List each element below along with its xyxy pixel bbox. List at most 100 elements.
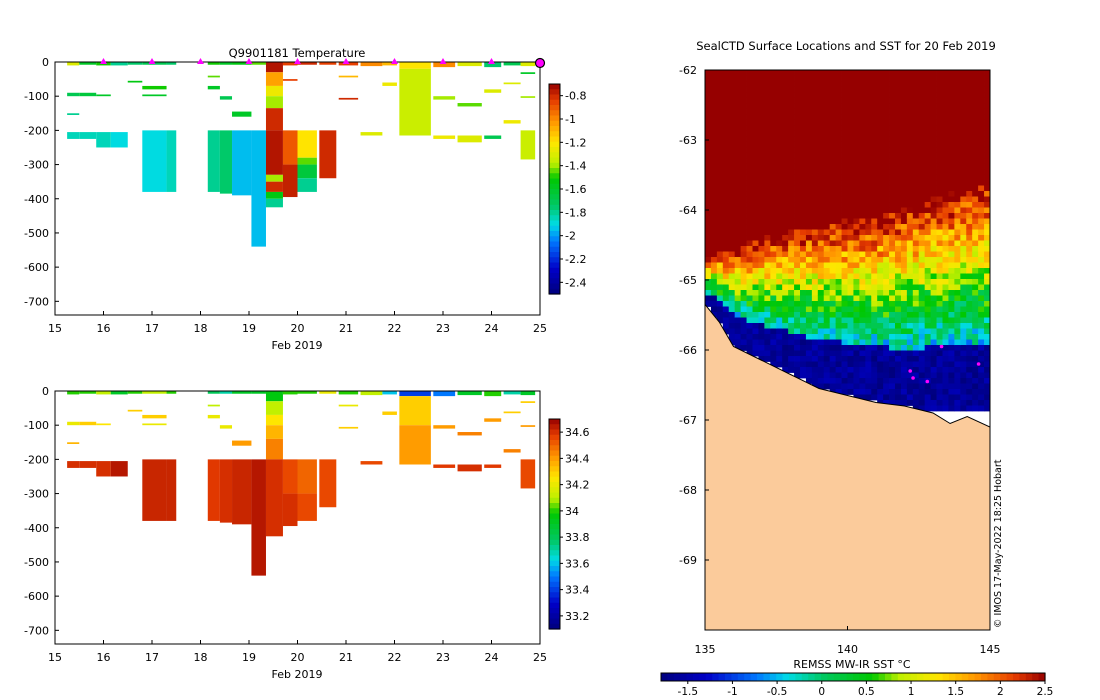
sst-cell [859, 367, 866, 373]
sst-cell [924, 218, 932, 225]
x-tick-label: 15 [48, 651, 62, 664]
sst-cell [900, 125, 908, 131]
sst-cell [912, 136, 920, 142]
sst-cell [841, 191, 848, 197]
sst-cell [835, 196, 842, 203]
sst-cell [924, 367, 932, 373]
sst-cell [847, 312, 854, 318]
sst-cell [722, 235, 730, 241]
sst-cell [758, 185, 765, 192]
sst-cell [865, 92, 872, 98]
sst-cell [829, 108, 837, 115]
sst-cell [823, 136, 831, 142]
colorbar-swatch [549, 183, 560, 190]
sst-cell [716, 213, 724, 219]
sst-cell [764, 273, 771, 280]
sst-cell [859, 81, 866, 87]
sst-cell [883, 257, 890, 263]
sst-cell [900, 400, 908, 406]
sst-cell [758, 350, 765, 357]
sst-cell [794, 185, 801, 192]
sst-cell [954, 284, 961, 291]
profile-cell [360, 461, 383, 465]
sst-cell [770, 125, 777, 131]
profile-cell [297, 130, 317, 158]
sst-cell [770, 196, 777, 203]
sst-cell [895, 290, 902, 296]
sst-cell [883, 141, 890, 148]
profile-cell [282, 459, 298, 494]
sst-cell [758, 103, 765, 109]
sst-cell [936, 125, 943, 131]
sst-cell [782, 235, 789, 241]
sst-cell [906, 235, 914, 241]
sst-cell [906, 394, 914, 401]
sst-cell [847, 97, 854, 104]
sst-cell [924, 273, 932, 280]
sst-cell [877, 284, 884, 291]
profile-cell [319, 391, 337, 394]
sst-cell [728, 196, 736, 203]
sst-cell [788, 92, 795, 98]
sst-cell [978, 240, 985, 247]
sst-cell [740, 147, 747, 153]
sst-cell [752, 180, 759, 186]
sst-cell [841, 196, 848, 203]
sst-cell [841, 378, 848, 384]
profile-cell [207, 459, 220, 521]
sst-cell [936, 389, 943, 395]
profile-cell [110, 461, 128, 477]
sst-cell [895, 114, 902, 120]
sst-cell [788, 207, 795, 214]
sst-cell [859, 130, 866, 137]
sst-cell [865, 158, 872, 164]
sst-cell [883, 174, 890, 181]
sst-cell [794, 361, 801, 368]
sst-cell [972, 339, 979, 346]
sst-cell [716, 317, 724, 324]
surface-marker [342, 58, 350, 64]
sst-cell [865, 251, 872, 258]
profile-cell [265, 181, 283, 192]
sst-cell [960, 207, 967, 214]
sst-cell [805, 185, 813, 192]
sst-cell [705, 136, 712, 142]
sst-cell [936, 86, 943, 93]
sst-cell [906, 323, 914, 329]
sst-colorbar-swatch [661, 673, 668, 681]
sst-cell [823, 130, 831, 137]
sst-cell [918, 147, 926, 153]
sst-cell [853, 103, 860, 109]
sst-cell [800, 218, 807, 225]
sst-cell [734, 158, 742, 164]
sst-cell [853, 334, 860, 340]
sst-cell [841, 141, 848, 148]
sst-cell [954, 400, 961, 406]
sst-cell [752, 92, 759, 98]
sst-cell [811, 169, 819, 175]
sst-cell [800, 125, 807, 131]
sst-cell [865, 378, 872, 384]
sst-cell [924, 92, 932, 98]
colorbar-swatch [549, 194, 560, 201]
sst-cell [912, 268, 920, 274]
sst-cell [734, 169, 742, 175]
sst-cell [716, 125, 724, 131]
sst-cell [823, 383, 831, 390]
sst-cell [734, 202, 742, 208]
sst-cell [954, 394, 961, 401]
sst-cell [924, 317, 932, 324]
sst-cell [924, 240, 932, 247]
sst-cell [895, 196, 902, 203]
sst-cell [782, 92, 789, 98]
sst-cell [811, 224, 819, 230]
sst-cell [805, 218, 813, 225]
profile-cell [319, 62, 337, 65]
sst-cell [817, 350, 825, 357]
sst-cell [728, 147, 736, 153]
sst-cell [776, 235, 783, 241]
sst-cell [877, 367, 884, 373]
sst-cell [871, 92, 878, 98]
sst-cell [942, 273, 949, 280]
sst-cell [823, 147, 831, 153]
